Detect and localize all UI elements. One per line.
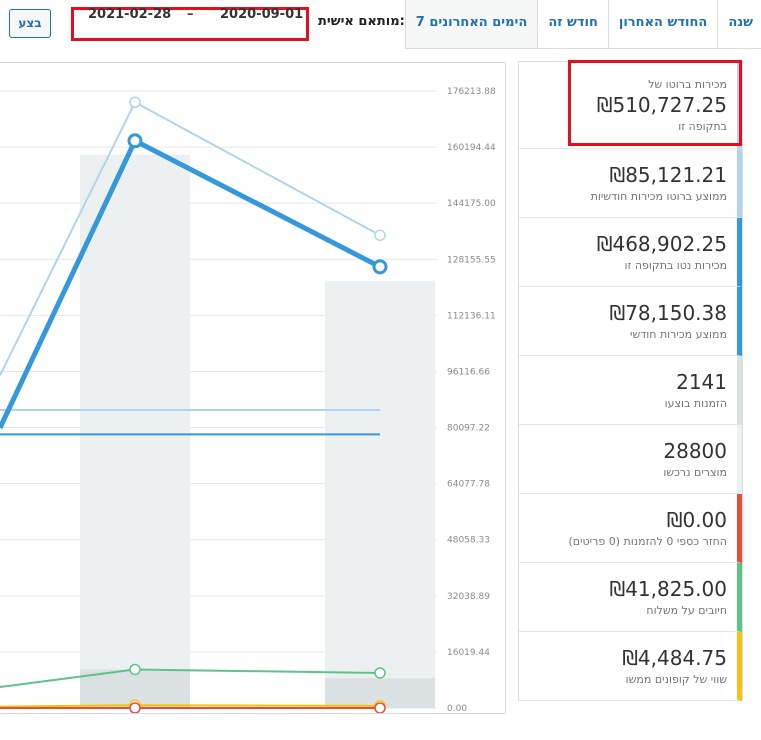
date-to-field[interactable]: 2021-02-28 [88, 7, 172, 22]
date-from-field[interactable]: 2020-09-01 [220, 7, 304, 22]
stat-item[interactable]: מכירות ברוטו של ₪510,727.25 בתקופה זו [519, 62, 742, 149]
stat-value: ₪510,727.25 [596, 93, 727, 117]
tab-year[interactable]: שנה [717, 0, 761, 48]
sales-chart: 176213.88 160194.44 144175.00 128155.55 1121… [0, 87, 496, 723]
stat-label: ממוצע ברוטו מכירות חודשיות [590, 190, 727, 203]
stat-label: החזר כספי 0 להזמנות (0 פריטים) [568, 535, 727, 548]
data-point [374, 702, 386, 714]
data-point [129, 96, 141, 109]
go-button[interactable]: בצע [9, 9, 51, 38]
stat-label: מכירות נטו בתקופה זו [624, 259, 727, 272]
data-point [129, 663, 141, 676]
y-tick-label: 48058.33 [447, 536, 490, 546]
y-tick-label: 144175.00 [447, 199, 496, 209]
y-tick-label: 0.00 [447, 704, 467, 713]
stat-label: בתקופה זו [678, 120, 727, 133]
y-tick-label: 112136.11 [447, 311, 496, 321]
stat-item[interactable]: ₪85,121.21 ממוצע ברוטו מכירות חודשיות [519, 149, 742, 218]
stat-value: 2141 [676, 370, 727, 394]
stat-item[interactable]: ₪0.00 החזר כספי 0 להזמנות (0 פריטים) [519, 494, 742, 563]
tab-this-month[interactable]: חודש זה [537, 0, 608, 48]
stat-label: חיובים על משלוח [646, 604, 727, 617]
y-tick-label: 160194.44 [447, 143, 496, 153]
stat-item[interactable]: ₪41,825.00 חיובים על משלוח [519, 563, 742, 632]
stat-label: הזמנות בוצעו [664, 397, 727, 410]
sales-chart-panel: 176213.88 160194.44 144175.00 128155.55 1121… [0, 62, 506, 723]
y-tick-label: 96116.66 [447, 367, 490, 377]
y-tick-label: 128155.55 [447, 255, 496, 265]
tab-last-month[interactable]: החודש האחרון [607, 0, 717, 48]
stat-item[interactable]: 28800 מוצרים נרכשו [519, 425, 742, 494]
stat-item[interactable]: 2141 הזמנות בוצעו [519, 356, 742, 425]
stat-value: ₪85,121.21 [609, 163, 727, 187]
stat-value: ₪41,825.00 [609, 577, 727, 601]
stat-value: ₪4,484.75 [622, 646, 727, 670]
date-separator: – [187, 7, 194, 22]
stat-label: ממוצע מכירות חודשי [630, 328, 727, 341]
data-point [374, 229, 386, 242]
top-bar: שנה החודש האחרון חודש זה 7 הימים האחרוני… [0, 0, 761, 50]
tab-last-7-days[interactable]: 7 הימים האחרונים [405, 0, 538, 48]
data-point [372, 259, 388, 275]
period-tabs: שנה החודש האחרון חודש זה 7 הימים האחרוני… [404, 0, 761, 49]
custom-range-label: מותאם אישית: [318, 14, 405, 29]
orders-bar [80, 154, 190, 709]
data-point [374, 667, 386, 679]
stat-value: 28800 [663, 439, 727, 463]
y-tick-label: 16019.44 [447, 648, 490, 658]
y-tick-label: 32038.89 [447, 592, 490, 602]
stat-item[interactable]: ₪4,484.75 שווי של קופונים ממשו [519, 632, 742, 701]
stat-value: ₪0.00 [666, 508, 727, 532]
stat-value: ₪468,902.25 [596, 232, 727, 256]
stat-top-label: מכירות ברוטו של [648, 78, 727, 91]
y-tick-label: 176213.88 [447, 87, 496, 97]
stat-item[interactable]: ₪78,150.38 ממוצע מכירות חודשי [519, 287, 742, 356]
stat-item[interactable]: ₪468,902.25 מכירות נטו בתקופה זו [519, 218, 742, 287]
y-tick-label: 64077.78 [447, 480, 490, 490]
stat-value: ₪78,150.38 [609, 301, 727, 325]
stat-label: מוצרים נרכשו [663, 466, 727, 479]
data-point [129, 702, 141, 714]
data-point [127, 133, 143, 149]
stat-label: שווי של קופונים ממשו [625, 673, 727, 686]
orders-bar [325, 280, 435, 708]
y-tick-label: 80097.22 [447, 424, 490, 434]
stats-legend: מכירות ברוטו של ₪510,727.25 בתקופה זו ₪85,1… [518, 61, 743, 701]
date-range-highlight [71, 7, 309, 41]
